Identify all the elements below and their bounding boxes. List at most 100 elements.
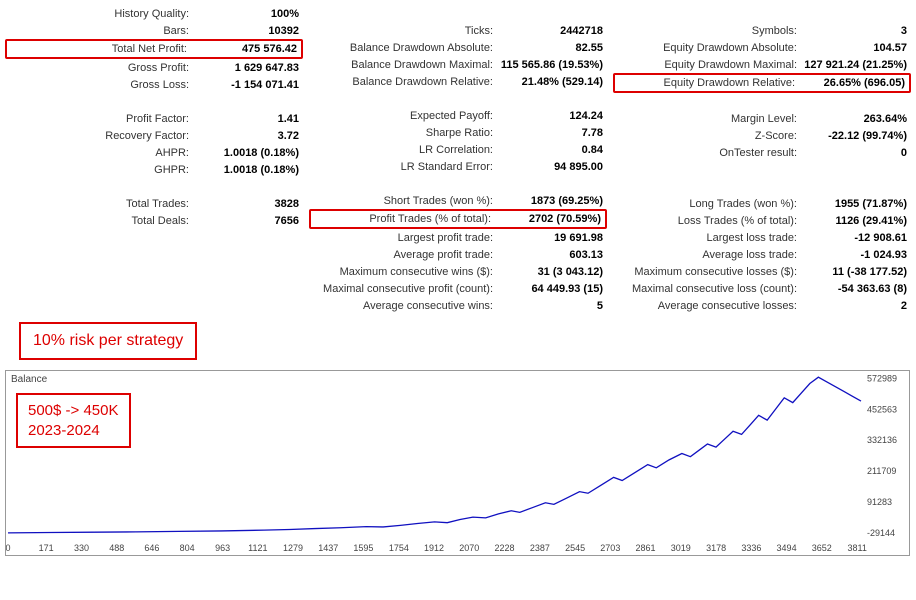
stat-label: Bars: <box>9 25 189 37</box>
stat-label: Maximal consecutive profit (count): <box>313 283 493 295</box>
stat-value: -1 024.93 <box>797 249 907 261</box>
stat-value: 26.65% (696.05) <box>795 77 905 89</box>
stat-row: Bars:10392 <box>5 22 303 39</box>
svg-text:3178: 3178 <box>706 543 726 553</box>
stat-value: 0.84 <box>493 144 603 156</box>
svg-text:2228: 2228 <box>494 543 514 553</box>
stat-row: Average profit trade:603.13 <box>309 246 607 263</box>
stat-row <box>613 161 911 178</box>
stats-col-1: History Quality:100%Bars:10392Total Net … <box>5 5 303 314</box>
stat-row: Recovery Factor:3.72 <box>5 127 303 144</box>
stat-value: 124.24 <box>493 110 603 122</box>
stat-row <box>5 178 303 195</box>
stat-value: 3828 <box>189 198 299 210</box>
svg-text:2545: 2545 <box>565 543 585 553</box>
stat-row: Gross Profit:1 629 647.83 <box>5 59 303 76</box>
stat-label: Maximum consecutive wins ($): <box>313 266 493 278</box>
stat-label: Profit Trades (% of total): <box>315 213 491 225</box>
chart-annotation: 500$ -> 450K 2023-2024 <box>16 393 131 448</box>
stat-label: Largest profit trade: <box>313 232 493 244</box>
stat-row: Equity Drawdown Maximal:127 921.24 (21.2… <box>613 56 911 73</box>
stat-value: 19 691.98 <box>493 232 603 244</box>
stat-label: GHPR: <box>9 164 189 176</box>
stat-label: Maximal consecutive loss (count): <box>617 283 797 295</box>
stat-label: Equity Drawdown Relative: <box>619 77 795 89</box>
svg-text:1279: 1279 <box>283 543 303 553</box>
stat-label: Recovery Factor: <box>9 130 189 142</box>
svg-text:3811: 3811 <box>848 543 867 553</box>
stat-label: Short Trades (won %): <box>313 195 493 207</box>
stat-label: Sharpe Ratio: <box>313 127 493 139</box>
stat-row: Maximum consecutive wins ($):31 (3 043.1… <box>309 263 607 280</box>
stat-row: Z-Score:-22.12 (99.74%) <box>613 127 911 144</box>
svg-text:1595: 1595 <box>353 543 373 553</box>
stat-value: -22.12 (99.74%) <box>797 130 907 142</box>
stat-row: Maximum consecutive losses ($):11 (-38 1… <box>613 263 911 280</box>
stat-value: 1.41 <box>189 113 299 125</box>
stat-row: Average consecutive wins:5 <box>309 297 607 314</box>
stat-row: AHPR:1.0018 (0.18%) <box>5 144 303 161</box>
stat-label: LR Correlation: <box>313 144 493 156</box>
svg-text:2387: 2387 <box>530 543 550 553</box>
stat-row: History Quality:100% <box>5 5 303 22</box>
stats-table: History Quality:100%Bars:10392Total Net … <box>5 5 911 314</box>
stat-label: Average profit trade: <box>313 249 493 261</box>
svg-text:963: 963 <box>215 543 230 553</box>
svg-text:211709: 211709 <box>867 466 896 476</box>
stat-label: Gross Loss: <box>9 79 189 91</box>
stats-col-3: Symbols:3Equity Drawdown Absolute:104.57… <box>613 5 911 314</box>
stat-value: 7.78 <box>493 127 603 139</box>
stat-value: 0 <box>797 147 907 159</box>
stat-label: Average consecutive wins: <box>313 300 493 312</box>
svg-text:1754: 1754 <box>389 543 409 553</box>
svg-text:330: 330 <box>74 543 89 553</box>
stats-col-2: Ticks:2442718Balance Drawdown Absolute:8… <box>309 5 607 314</box>
stat-label: Average loss trade: <box>617 249 797 261</box>
stat-value: 7656 <box>189 215 299 227</box>
stat-value: 1873 (69.25%) <box>493 195 603 207</box>
stat-row: Largest loss trade:-12 908.61 <box>613 229 911 246</box>
stat-label: Total Deals: <box>9 215 189 227</box>
stat-value: 3 <box>797 25 907 37</box>
stat-value: 2 <box>797 300 907 312</box>
stat-row: Average consecutive losses:2 <box>613 297 911 314</box>
stat-label: Long Trades (won %): <box>617 198 797 210</box>
stat-value: 94 895.00 <box>493 161 603 173</box>
chart-title: Balance <box>11 374 47 385</box>
stat-row: Margin Level:263.64% <box>613 110 911 127</box>
stat-label: Expected Payoff: <box>313 110 493 122</box>
svg-text:3652: 3652 <box>812 543 832 553</box>
stat-row: Total Deals:7656 <box>5 212 303 229</box>
chart-svg: -291449128321170933213645256357298901713… <box>6 371 909 555</box>
svg-text:2861: 2861 <box>636 543 656 553</box>
svg-text:3019: 3019 <box>671 543 691 553</box>
stat-row: Ticks:2442718 <box>309 22 607 39</box>
stat-row: LR Correlation:0.84 <box>309 141 607 158</box>
stat-label: Z-Score: <box>617 130 797 142</box>
stat-value: 1.0018 (0.18%) <box>189 147 299 159</box>
stat-row <box>5 93 303 110</box>
svg-text:2070: 2070 <box>459 543 479 553</box>
stat-row: Maximal consecutive profit (count):64 44… <box>309 280 607 297</box>
stat-label: Total Net Profit: <box>11 43 187 55</box>
stat-row: GHPR:1.0018 (0.18%) <box>5 161 303 178</box>
stat-value: 2702 (70.59%) <box>491 213 601 225</box>
stat-value: 263.64% <box>797 113 907 125</box>
svg-text:1912: 1912 <box>424 543 444 553</box>
svg-text:91283: 91283 <box>867 497 892 507</box>
stat-value: -12 908.61 <box>797 232 907 244</box>
stat-row: Equity Drawdown Absolute:104.57 <box>613 39 911 56</box>
stat-value: 11 (-38 177.52) <box>797 266 907 278</box>
stat-row: Total Net Profit:475 576.42 <box>5 39 303 59</box>
stat-row <box>309 175 607 192</box>
stat-label: LR Standard Error: <box>313 161 493 173</box>
stat-row: Balance Drawdown Maximal:115 565.86 (19.… <box>309 56 607 73</box>
stat-value: 127 921.24 (21.25%) <box>797 59 907 71</box>
stat-value: -1 154 071.41 <box>189 79 299 91</box>
stat-label: Equity Drawdown Maximal: <box>617 59 797 71</box>
stat-row: Balance Drawdown Relative:21.48% (529.14… <box>309 73 607 90</box>
svg-text:3494: 3494 <box>777 543 797 553</box>
svg-text:332136: 332136 <box>867 435 897 445</box>
stat-value: 21.48% (529.14) <box>493 76 603 88</box>
stat-value: 115 565.86 (19.53%) <box>493 59 603 71</box>
